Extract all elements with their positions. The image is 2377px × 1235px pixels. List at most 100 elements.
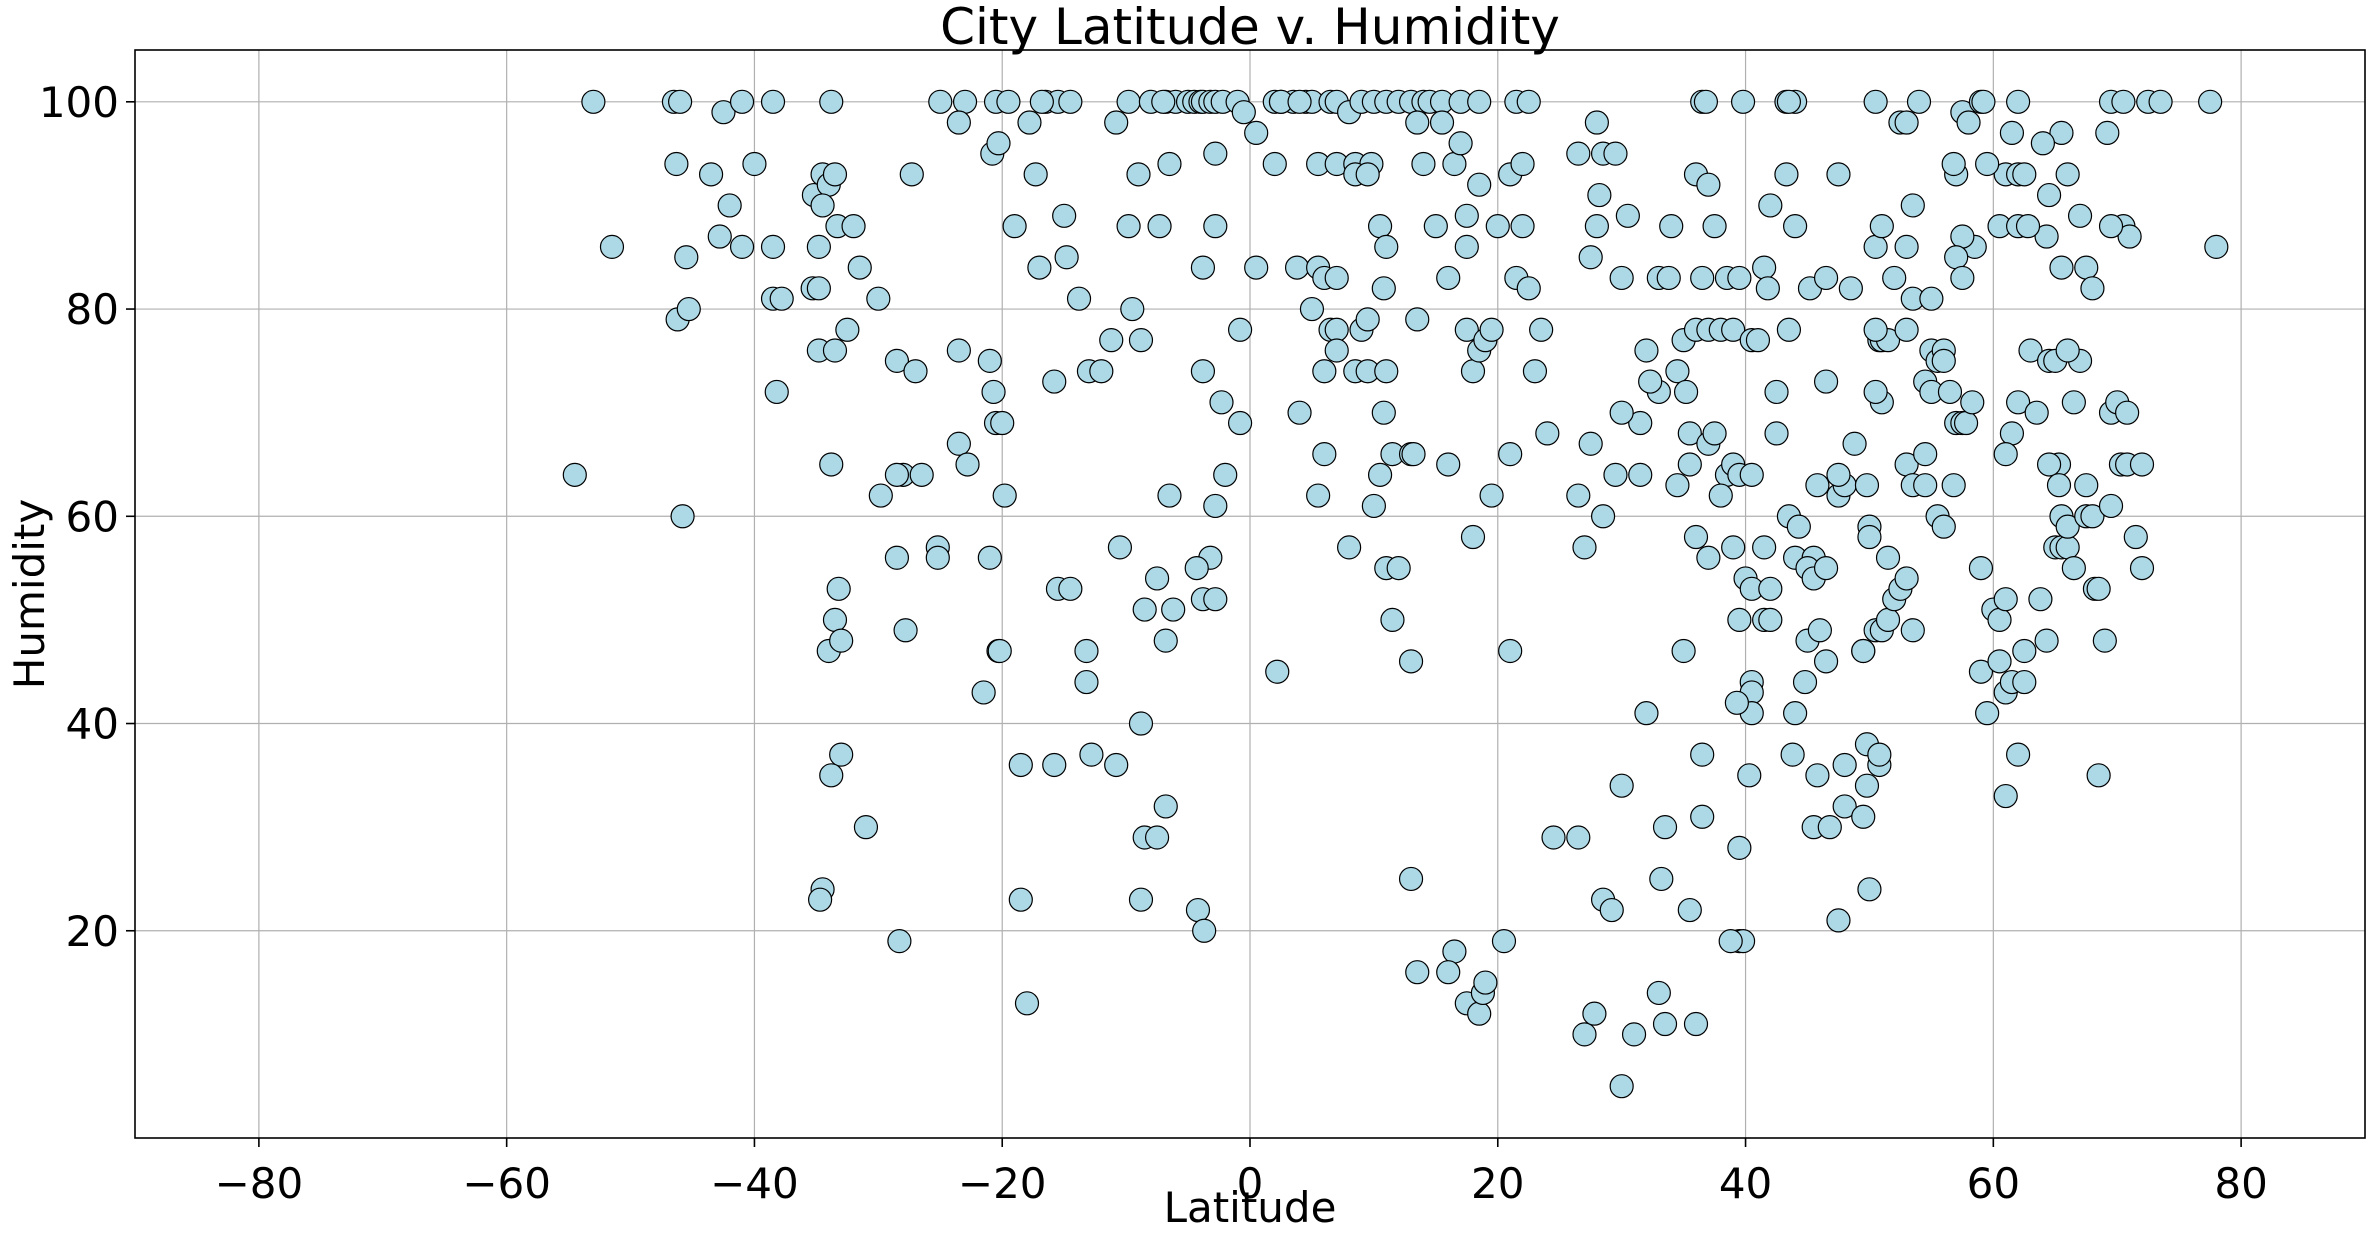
data-point [1479, 317, 1504, 342]
data-point [1578, 245, 1603, 270]
data-point [1128, 887, 1154, 912]
data-point [2067, 203, 2093, 228]
data-point [1153, 794, 1178, 819]
data-point [1244, 120, 1269, 145]
data-point [1638, 369, 1663, 394]
data-point [1975, 151, 2000, 177]
data-point [1374, 234, 1399, 259]
data-point [1386, 555, 1411, 581]
data-point [887, 929, 912, 954]
data-point [676, 296, 701, 322]
data-point [2012, 638, 2037, 664]
x-tick-label: 60 [1967, 1159, 2020, 1208]
data-point [1693, 89, 1719, 114]
data-point [2061, 555, 2086, 581]
data-point [1671, 638, 1696, 664]
data-point [742, 151, 767, 177]
data-point [1774, 162, 1799, 187]
data-point [1721, 317, 1746, 342]
data-point [1566, 483, 1591, 508]
data-point [1900, 193, 1925, 218]
data-point [1913, 442, 1938, 467]
data-point [1805, 763, 1830, 788]
data-point [2123, 524, 2148, 550]
data-point [2034, 628, 2059, 653]
data-point [1411, 151, 1436, 177]
data-point [1745, 328, 1771, 353]
data-point [1708, 483, 1733, 508]
data-point [1516, 276, 1541, 301]
data-point [1764, 421, 1789, 446]
data-point [1454, 203, 1479, 228]
data-point [2086, 763, 2111, 788]
data-point [1832, 752, 1857, 778]
data-point [1993, 587, 2018, 612]
y-tick-label: 20 [66, 907, 119, 956]
data-point [1405, 110, 1430, 135]
data-point [2015, 214, 2041, 239]
data-point [1863, 379, 1888, 405]
data-point [893, 618, 918, 643]
data-point [822, 162, 848, 187]
data-point [1968, 555, 1994, 581]
data-point [1448, 131, 1473, 156]
data-point [841, 214, 866, 239]
data-point [1677, 452, 1702, 477]
data-point [1971, 89, 1996, 114]
data-point [2117, 224, 2142, 249]
data-point [1813, 369, 1839, 394]
data-point [1894, 234, 1919, 259]
data-point [1727, 607, 1752, 633]
data-point [1665, 473, 1690, 498]
data-point [1634, 338, 1659, 363]
data-point [1854, 473, 1880, 498]
data-point [1380, 607, 1405, 633]
data-point [2129, 452, 2155, 477]
data-point [1993, 783, 2018, 809]
data-point [1429, 110, 1455, 135]
data-point [1460, 359, 1486, 384]
data-point [2148, 89, 2173, 114]
data-point [1758, 607, 1783, 633]
data-point [1584, 214, 1609, 239]
data-point [1968, 659, 1994, 684]
x-tick-label: −40 [710, 1159, 799, 1208]
data-point [1646, 980, 1671, 1006]
data-point [1144, 825, 1170, 850]
data-point [2024, 400, 2049, 425]
data-point [711, 100, 736, 125]
data-point [1089, 359, 1114, 384]
data-point [670, 504, 695, 529]
data-point [2098, 493, 2124, 519]
data-point [1696, 545, 1721, 570]
data-point [1498, 442, 1523, 467]
x-axis-label: Latitude [1164, 1183, 1337, 1232]
data-point [1436, 960, 1461, 985]
data-point [1128, 711, 1154, 736]
data-point [2086, 576, 2111, 601]
data-point [1516, 89, 1541, 114]
x-tick-label: 40 [1719, 1159, 1772, 1208]
data-point [1479, 483, 1504, 508]
data-point [946, 431, 971, 456]
data-point [1042, 752, 1067, 778]
data-point [1690, 265, 1715, 291]
data-point [819, 763, 844, 788]
data-point [1460, 524, 1486, 550]
data-point [1312, 359, 1337, 384]
data-point [2080, 504, 2105, 529]
data-point [925, 545, 950, 570]
y-tick-label: 100 [39, 78, 119, 127]
data-point [1584, 110, 1609, 135]
y-tick-label: 80 [66, 285, 119, 334]
data-point [1906, 89, 1932, 114]
data-point [1306, 483, 1331, 508]
data-point [1894, 566, 1919, 591]
data-point [2080, 276, 2105, 301]
data-point [1851, 638, 1876, 664]
data-point [822, 338, 848, 363]
data-point [1894, 110, 1919, 135]
data-point [1659, 214, 1684, 239]
data-point [1132, 597, 1157, 622]
data-point [1042, 369, 1067, 394]
